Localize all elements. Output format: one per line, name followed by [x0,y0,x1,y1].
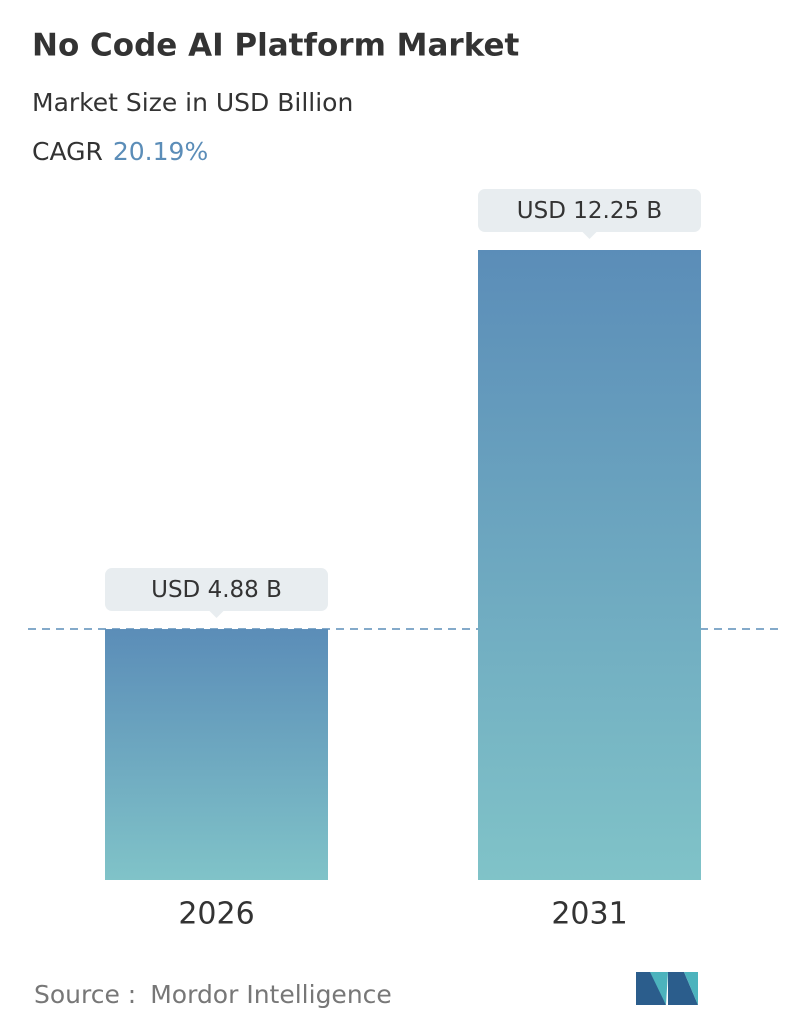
bar [105,629,328,880]
x-tick-label: 2031 [551,897,627,932]
value-label-box [478,189,701,232]
source-name: Mordor Intelligence [150,980,392,1009]
chart-title: No Code AI Platform Market [32,28,520,64]
logo [636,972,698,1005]
value-label: USD 12.25 B [517,198,662,224]
x-tick-label: 2026 [178,897,254,932]
value-label: USD 4.88 B [151,577,282,603]
value-label-box [105,568,328,612]
source-label: Source : [34,980,136,1009]
value-label-pointer [209,611,224,619]
cagr-label: CAGR [32,137,103,166]
bar [478,250,701,880]
plot: USD 4.88 B 2026 USD 12.25 B 2031 [28,189,780,932]
cagr-value: 20.19% [113,137,208,166]
cagr: CAGR 20.19% [32,137,208,166]
value-label-pointer [582,232,597,239]
source: Source : Mordor Intelligence [34,980,392,1009]
chart-subtitle: Market Size in USD Billion [32,88,353,117]
